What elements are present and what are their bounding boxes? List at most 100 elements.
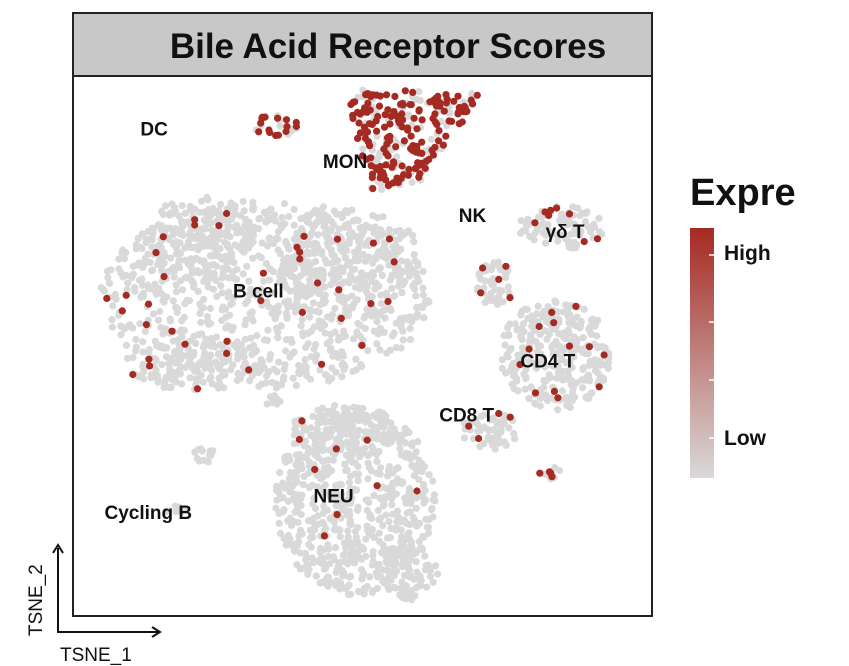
cell-point (600, 351, 608, 359)
cell-point (377, 464, 385, 472)
cell-point (292, 122, 300, 131)
cell-point (384, 440, 392, 448)
y-axis-label: TSNE_2 (26, 564, 47, 636)
cell-point (306, 279, 314, 287)
cell-point (415, 149, 423, 157)
cell-point (332, 368, 340, 376)
cell-point (229, 268, 237, 276)
cell-point (597, 357, 605, 366)
cell-point (377, 291, 385, 299)
cell-point (497, 266, 505, 274)
cell-point (413, 487, 421, 495)
cell-point (597, 373, 605, 381)
cell-point (552, 337, 560, 346)
cell-point (352, 355, 360, 363)
cell-point (406, 508, 414, 516)
cell-point (557, 211, 566, 219)
cell-point (377, 514, 385, 522)
cell-point (240, 347, 248, 356)
cell-point (528, 322, 536, 330)
cell-point (489, 262, 497, 270)
cell-point (340, 327, 348, 335)
cell-point (349, 367, 357, 375)
cell-point (330, 221, 338, 229)
cell-point (178, 380, 186, 388)
cell-point (371, 311, 379, 319)
cell-point (520, 320, 528, 328)
cell-point (392, 143, 400, 151)
cell-point (384, 297, 392, 306)
cell-point (296, 255, 304, 263)
cell-point (170, 273, 178, 281)
cell-point (180, 507, 189, 515)
cell-point (559, 376, 567, 384)
cell-point (230, 293, 238, 301)
cell-point (533, 310, 541, 318)
cell-point (392, 584, 400, 592)
cell-point (375, 529, 383, 537)
cell-point (295, 361, 303, 369)
cell-point (296, 549, 304, 557)
cell-point (507, 344, 515, 352)
cell-point (375, 560, 383, 569)
cell-point (303, 211, 311, 219)
cell-point (454, 110, 462, 118)
cell-point (282, 239, 290, 247)
cell-point (126, 272, 134, 280)
cell-point (254, 252, 263, 260)
cell-point (346, 511, 354, 519)
cluster-label: CD4 T (520, 352, 575, 373)
cell-point (250, 341, 258, 349)
cell-point (172, 281, 180, 289)
cell-point (212, 262, 220, 270)
cell-point (513, 377, 521, 385)
cell-point (304, 340, 312, 348)
cell-point (293, 243, 301, 251)
cell-point (439, 141, 447, 149)
cell-point (547, 206, 555, 214)
cell-point (422, 515, 430, 523)
cluster-label: DC (140, 119, 168, 140)
cell-point (301, 437, 309, 445)
cell-point (363, 436, 371, 444)
cell-point (206, 304, 214, 313)
cell-point (564, 326, 572, 334)
cell-point (504, 283, 512, 291)
cell-point (408, 439, 416, 447)
cell-point (141, 327, 149, 335)
cell-point (274, 228, 282, 236)
cell-point (579, 334, 587, 342)
cluster-label: NEU (314, 487, 354, 508)
cell-point (214, 362, 222, 370)
cell-point (189, 364, 197, 372)
cell-point (306, 483, 314, 491)
cell-point (314, 520, 322, 529)
cell-point (472, 416, 480, 424)
cell-point (124, 323, 132, 331)
cell-point (522, 375, 530, 383)
cell-point (308, 229, 316, 237)
cell-point (293, 561, 301, 569)
cell-point (307, 543, 315, 551)
cell-point (373, 132, 381, 140)
cell-point (311, 258, 320, 266)
cell-point (410, 285, 419, 293)
cell-point (117, 331, 125, 339)
cell-point (553, 204, 561, 212)
cell-point (159, 297, 167, 305)
cell-point (358, 575, 366, 583)
cell-point (554, 237, 562, 245)
cell-point (351, 459, 359, 467)
cell-point (398, 162, 406, 170)
cell-point (159, 233, 167, 241)
cell-point (522, 221, 531, 229)
cell-point (342, 254, 350, 262)
cell-point (388, 273, 396, 281)
cell-point (423, 583, 431, 591)
cell-point (146, 258, 154, 266)
cell-point (532, 364, 541, 372)
cell-point (160, 225, 168, 233)
cell-point (388, 551, 396, 560)
cell-point (338, 373, 346, 381)
cell-point (280, 200, 289, 208)
